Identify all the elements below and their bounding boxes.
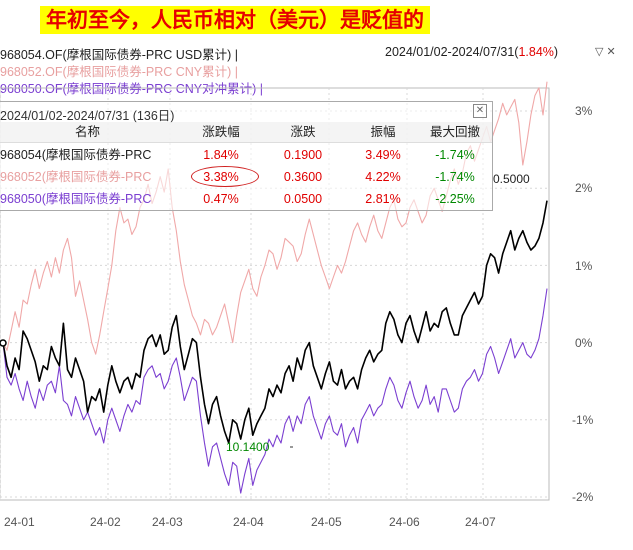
series-line-2 [2, 288, 548, 494]
date-range-pct: 1.84% [518, 45, 554, 59]
legend-hedged[interactable]: 968050.OF(摩根国际债券-PRC CNY对冲累计) | [0, 82, 264, 96]
table-title: 2024/01/02-2024/07/31 (136日) [0, 109, 175, 123]
x-tick-label: 24-01 [4, 515, 35, 529]
close-icon[interactable]: ✕ [473, 104, 487, 118]
cell-change-pct: 1.84% [203, 148, 239, 162]
cell-name: 968052(摩根国际债券-PRC [0, 170, 152, 184]
cell-max-drawdown: -2.25% [435, 192, 475, 206]
col-header-change-pct: 涨跌幅 [202, 125, 240, 139]
x-tick-label: 24-06 [389, 515, 420, 529]
y-tick-label: 0% [575, 336, 593, 350]
chevron-down-icon[interactable]: ▽ [595, 46, 604, 58]
cell-name: 968054(摩根国际债券-PRC [0, 148, 152, 162]
cell-change: 0.1900 [283, 148, 323, 162]
col-header-amplitude: 振幅 [370, 125, 396, 139]
col-header-max-drawdown: 最大回撤 [429, 125, 480, 139]
table-header-row: 名称 涨跌幅 涨跌 振幅 最大回撤 [0, 122, 492, 143]
headline-text: 年初至今，人民币相对（美元）是贬值的 [40, 6, 430, 34]
y-tick-label: 2% [575, 181, 593, 195]
cell-change: 0.3600 [283, 170, 323, 184]
y-tick-label: 3% [575, 104, 593, 118]
stats-table: 2024/01/02-2024/07/31 (136日) ✕ 名称 涨跌幅 涨跌… [0, 101, 493, 211]
x-tick-label: 24-07 [465, 515, 496, 529]
plot-frame [0, 87, 550, 501]
annotation-high: 0.5000 [493, 172, 530, 186]
start-marker [0, 339, 7, 347]
cell-amplitude: 3.49% [365, 148, 401, 162]
date-range-text: 2024/01/02-2024/07/31 [385, 45, 515, 59]
col-header-change: 涨跌 [290, 125, 316, 139]
date-range-label: 2024/01/02-2024/07/31(1.84%) [385, 45, 559, 59]
x-tick-label: 24-03 [152, 515, 183, 529]
close-icon[interactable]: ✕ [606, 46, 616, 58]
x-tick-label: 24-05 [311, 515, 342, 529]
annotation-low: 10.1400 [226, 440, 270, 454]
cell-amplitude: 2.81% [365, 192, 401, 206]
y-tick-label: -1% [572, 413, 594, 427]
legend-cny[interactable]: 968052.OF(摩根国际债券-PRC CNY累计) | [0, 65, 239, 79]
cell-amplitude: 4.22% [365, 170, 401, 184]
col-header-name: 名称 [74, 125, 100, 139]
legend-usd[interactable]: 968054.OF(摩根国际债券-PRC USD累计) | [0, 48, 239, 62]
x-tick-label: 24-02 [90, 515, 121, 529]
cell-max-drawdown: -1.74% [435, 148, 475, 162]
y-tick-label: -2% [572, 490, 594, 504]
cell-change: 0.0500 [283, 192, 323, 206]
cell-name: 968050(摩根国际债券-PRC [0, 192, 152, 206]
series-line-0 [2, 200, 548, 444]
headline-banner: 年初至今，人民币相对（美元）是贬值的 [0, 0, 633, 38]
highlight-circle [191, 166, 259, 187]
cell-change-pct: 0.47% [203, 192, 239, 206]
x-tick-label: 24-04 [233, 515, 264, 529]
cell-max-drawdown: -1.74% [435, 170, 475, 184]
chart-toolbar[interactable]: ▽ ✕ [595, 45, 616, 58]
y-tick-label: 1% [575, 259, 593, 273]
